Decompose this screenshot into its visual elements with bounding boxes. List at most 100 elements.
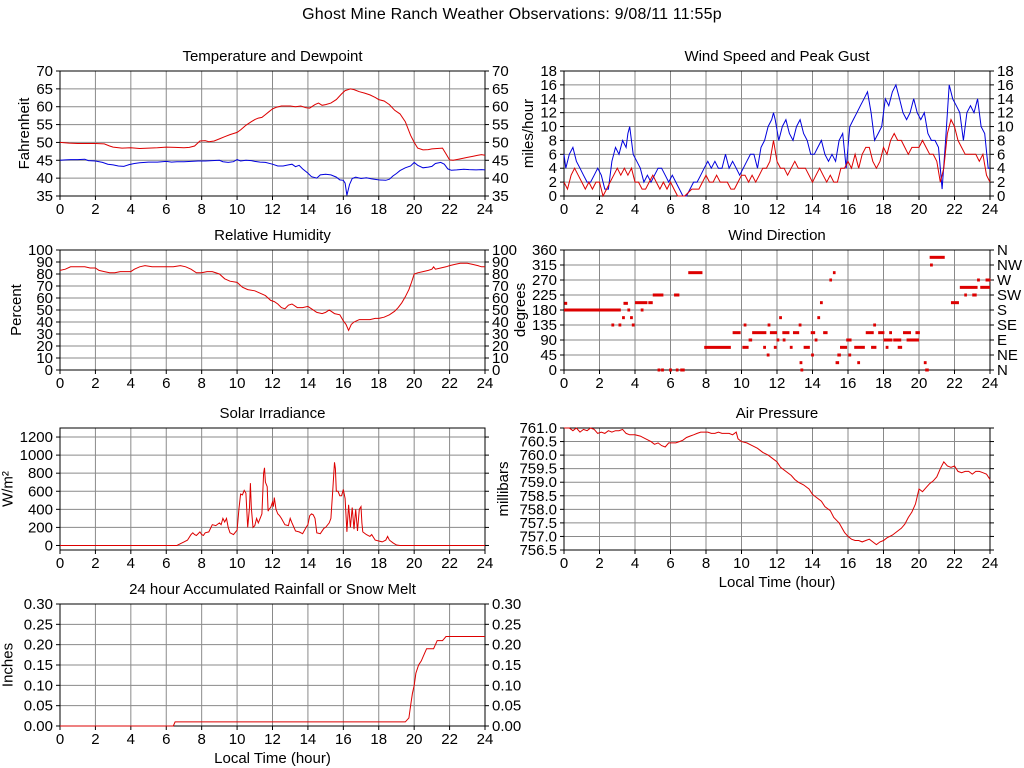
x-tick-label: 6	[666, 201, 674, 218]
y-tick-label-right: 100	[492, 242, 517, 259]
y-tick-label-right: 50	[492, 134, 509, 151]
x-tick-label: 2	[91, 201, 99, 218]
x-tick-label: 0	[56, 731, 64, 748]
x-tick-label: 6	[162, 555, 170, 572]
x-tick-label: 14	[300, 555, 317, 572]
y-tick-label: 70	[36, 278, 53, 295]
y-tick-label-right: 65	[492, 81, 509, 98]
x-tick-label: 18	[370, 375, 387, 392]
plot-frame	[59, 603, 486, 727]
y-tick-label: 758.0	[519, 501, 557, 518]
x-tick-label: 16	[335, 201, 352, 218]
chart-title: 24 hour Accumulated Rainfall or Snow Mel…	[129, 581, 417, 598]
y-tick-label: 600	[28, 483, 53, 500]
x-tick-label: 24	[477, 375, 494, 392]
x-tick-label: 0	[560, 201, 568, 218]
x-tick-label: 22	[946, 201, 963, 218]
x-tick-label: 2	[91, 731, 99, 748]
x-tick-label: 6	[666, 555, 674, 572]
series-dewpoint	[59, 158, 486, 196]
y-tick-label: 756.5	[519, 542, 557, 559]
y-tick-label: 14	[540, 91, 557, 108]
y-tick-label-right: 50	[492, 302, 509, 319]
x-tick-label: 16	[335, 375, 352, 392]
x-tick-label: 12	[264, 731, 281, 748]
y-tick-label: 135	[532, 317, 557, 334]
y-tick-label: 100	[28, 242, 53, 259]
x-tick-label: 2	[595, 201, 603, 218]
y-tick-label-right: 2	[997, 174, 1005, 191]
y-tick-label: 0	[45, 537, 53, 554]
y-tick-label: 758.5	[519, 488, 557, 505]
compass-label: NW	[997, 257, 1023, 274]
x-tick-label: 20	[406, 201, 423, 218]
y-tick-label: 45	[540, 347, 557, 364]
y-tick-label: 0	[45, 362, 53, 379]
y-tick-label-right: 80	[492, 266, 509, 283]
x-tick-label: 10	[733, 375, 750, 392]
y-tick-label: 80	[36, 266, 53, 283]
x-tick-label: 12	[769, 375, 786, 392]
y-tick-label: 225	[532, 287, 557, 304]
x-tick-label: 4	[631, 375, 639, 392]
series-solar-irradiance	[60, 462, 485, 546]
y-tick-label: 90	[36, 254, 53, 271]
y-tick-label: 40	[36, 314, 53, 331]
y-tick-label-right: 0.10	[492, 677, 521, 694]
y-tick-label: 50	[36, 302, 53, 319]
x-tick-label: 16	[840, 201, 857, 218]
compass-label: SE	[997, 317, 1017, 334]
y-tick-label: 35	[36, 188, 53, 205]
y-tick-label-right: 0.20	[492, 637, 521, 654]
y-tick-label-right: 35	[492, 188, 509, 205]
x-tick-label: 12	[264, 555, 281, 572]
x-tick-label: 18	[370, 731, 387, 748]
x-tick-label: 8	[702, 555, 710, 572]
x-tick-label: 18	[875, 201, 892, 218]
x-tick-label: 24	[477, 555, 494, 572]
x-tick-label: 20	[406, 555, 423, 572]
y-tick-label: 315	[532, 257, 557, 274]
y-tick-label-right: 55	[492, 117, 509, 134]
x-tick-label: 2	[91, 375, 99, 392]
x-tick-label: 22	[441, 375, 458, 392]
x-tick-label: 20	[406, 375, 423, 392]
x-tick-label: 6	[162, 375, 170, 392]
y-tick-label: 0.00	[24, 718, 53, 735]
x-tick-label: 8	[197, 375, 205, 392]
series-pressure	[564, 427, 991, 546]
x-tick-label: 6	[162, 731, 170, 748]
x-tick-label: 2	[91, 555, 99, 572]
y-tick-label-right: 20	[492, 338, 509, 355]
x-tick-label: 12	[264, 201, 281, 218]
x-tick-label: 4	[127, 375, 135, 392]
y-tick-label-right: 10	[997, 119, 1014, 136]
series-rainfall	[60, 636, 485, 727]
y-tick-label-right: 90	[492, 254, 509, 271]
y-tick-label: 0.10	[24, 677, 53, 694]
y-tick-label-right: 70	[492, 278, 509, 295]
compass-label: S	[997, 302, 1007, 319]
x-tick-label: 22	[946, 555, 963, 572]
y-axis-label: millibars	[495, 461, 512, 516]
x-tick-label: 8	[197, 731, 205, 748]
y-tick-label-right: 60	[492, 99, 509, 116]
plot-frame	[563, 70, 991, 197]
x-tick-label: 18	[875, 555, 892, 572]
y-tick-label: 0	[549, 362, 557, 379]
y-tick-label: 759.5	[519, 461, 557, 478]
y-tick-label-right: 10	[492, 350, 509, 367]
y-tick-label: 20	[36, 338, 53, 355]
x-tick-label: 24	[982, 201, 999, 218]
page-title: Ghost Mine Ranch Weather Observations: 9…	[302, 6, 722, 23]
y-tick-label-right: 0.30	[492, 596, 521, 613]
y-tick-label: 60	[36, 290, 53, 307]
y-tick-label: 16	[540, 77, 557, 94]
y-tick-label-right: 30	[492, 326, 509, 343]
compass-label: N	[997, 242, 1008, 259]
x-tick-label: 4	[127, 731, 135, 748]
x-tick-label: 16	[335, 731, 352, 748]
x-tick-label: 18	[370, 555, 387, 572]
